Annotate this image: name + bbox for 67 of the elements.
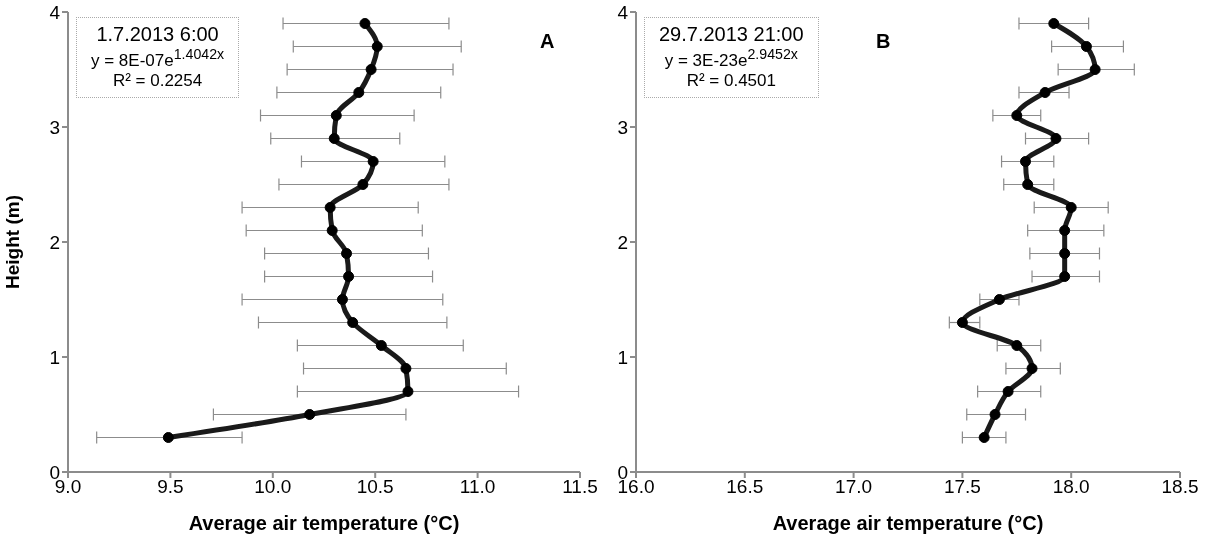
point (1026, 363, 1038, 374)
point (326, 225, 338, 236)
point (1011, 340, 1023, 351)
point (1020, 156, 1031, 167)
x-tick-label: 9.5 (157, 476, 184, 498)
y-tick-label: 3 (49, 116, 60, 138)
annotation: 29.7.2013 21:00 (659, 22, 804, 46)
point (336, 294, 348, 305)
point (343, 271, 355, 282)
annotation: 1.7.2013 6:00 (95, 22, 220, 46)
y-tick-label: 1 (49, 346, 60, 368)
point (1080, 41, 1092, 52)
x-tick-label: 10.5 (356, 476, 394, 498)
point (1048, 18, 1060, 29)
point (330, 110, 342, 121)
point (956, 317, 968, 328)
point (1011, 110, 1023, 121)
point (1050, 133, 1062, 144)
point (357, 179, 369, 190)
point (1059, 271, 1071, 282)
annotation: A (540, 30, 555, 53)
y-tick-label: 3 (617, 116, 628, 138)
y-tick-label: 2 (49, 231, 60, 253)
point (1002, 386, 1014, 397)
y-tick-label: 4 (617, 1, 629, 23)
point (1022, 179, 1034, 190)
x-tick-label: 17.0 (835, 476, 873, 498)
x-axis-title: Average air temperature (°C) (188, 512, 460, 534)
point (328, 133, 340, 144)
point (1059, 248, 1071, 259)
x-tick-label: 11.5 (562, 476, 598, 498)
point (304, 409, 316, 420)
point (1059, 225, 1071, 236)
point (1065, 202, 1077, 213)
point (375, 340, 387, 351)
point (1089, 64, 1101, 75)
annotation: R² = 0.2254 (111, 71, 204, 92)
x-tick-label: 11.0 (459, 476, 496, 498)
y-tick-label: 2 (617, 231, 628, 253)
annotation: R² = 0.4501 (685, 71, 777, 92)
point (402, 386, 414, 397)
point (993, 294, 1005, 305)
point (341, 248, 353, 259)
x-tick-label: 16.5 (726, 476, 764, 498)
point (365, 64, 377, 75)
point (400, 363, 412, 374)
point (324, 202, 336, 213)
annotation: B (876, 30, 891, 53)
point (359, 18, 371, 29)
y-axis-title: Height (m) (1, 195, 23, 289)
point (371, 41, 383, 52)
x-axis-title: Average air temperature (°C) (772, 512, 1044, 534)
point (978, 432, 990, 443)
point (162, 432, 174, 443)
point (347, 317, 359, 328)
x-tick-label: 18.0 (1052, 476, 1090, 498)
point (1039, 87, 1051, 98)
x-tick-label: 10.0 (254, 476, 292, 498)
point (989, 409, 1001, 420)
annotation: y = 3E-23e$^{2.9452x}$ (663, 46, 799, 72)
y-tick-label: 4 (49, 1, 61, 23)
x-tick-label: 18.5 (1161, 476, 1199, 498)
y-tick-label: 1 (617, 346, 628, 368)
x-tick-label: 17.5 (943, 476, 981, 498)
annotation: y = 8E-07e$^{1.4042x}$ (91, 46, 225, 72)
point (353, 87, 365, 98)
point (367, 156, 379, 167)
